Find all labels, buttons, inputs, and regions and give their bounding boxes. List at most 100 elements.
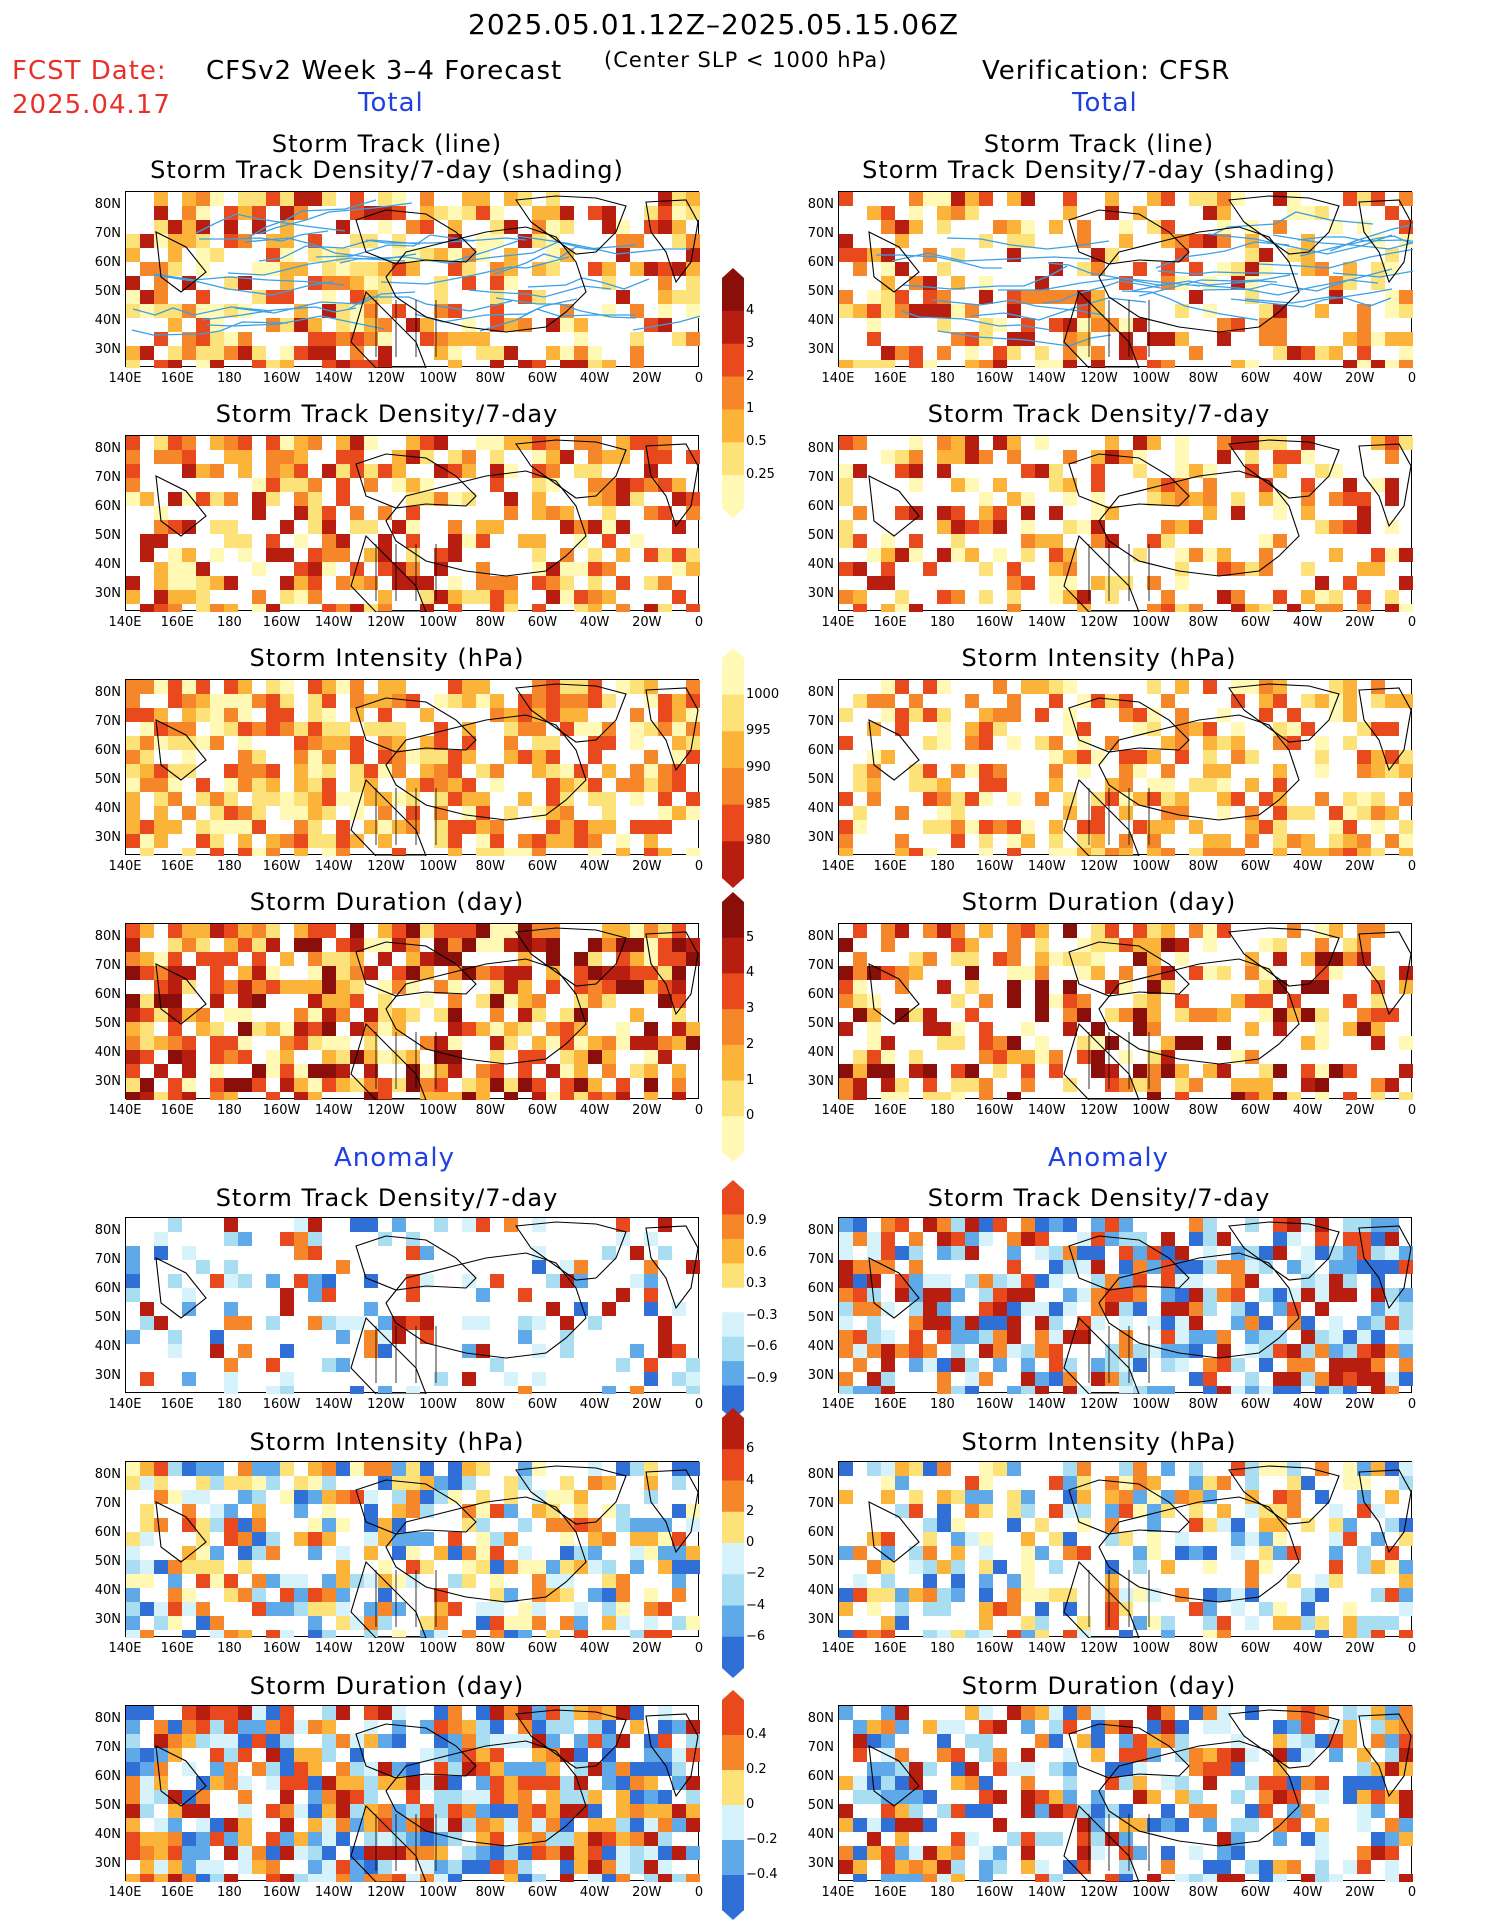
shading-cell <box>210 792 224 806</box>
shading-cell <box>154 1720 168 1734</box>
shading-cell <box>1021 1860 1035 1874</box>
shading-cell <box>378 562 392 576</box>
shading-cell <box>1203 778 1217 792</box>
shading-cell <box>1203 1630 1217 1638</box>
shading-cell <box>126 680 140 694</box>
storm-track-line <box>1244 296 1392 307</box>
shading-cell <box>392 694 406 708</box>
shading-cell <box>252 694 266 708</box>
shading-cell <box>196 1616 210 1630</box>
shading-cell <box>1077 1386 1091 1394</box>
shading-cell <box>560 1804 574 1818</box>
shading-cell <box>294 980 308 994</box>
lat-label: 70N <box>807 1252 834 1267</box>
shading-cell <box>504 708 518 722</box>
shading-cell <box>937 506 951 520</box>
shading-cell <box>1189 1762 1203 1776</box>
shading-cell <box>378 534 392 548</box>
shading-cell <box>266 1476 280 1490</box>
shading-cell <box>154 590 168 604</box>
shading-cell <box>672 1748 686 1762</box>
shading-cell <box>1399 1532 1413 1546</box>
shading-cell <box>658 1734 672 1748</box>
coastline <box>1098 958 1300 1065</box>
shading-cell <box>937 1316 951 1330</box>
shading-cell <box>965 1064 979 1078</box>
coastline <box>1063 778 1140 856</box>
shading-cell <box>294 736 308 750</box>
shading-cell <box>280 694 294 708</box>
shading-cell <box>392 576 406 590</box>
shading-cell <box>336 492 350 506</box>
shading-cell <box>1273 1504 1287 1518</box>
shading-cell <box>490 1588 504 1602</box>
shading-cell <box>672 1574 686 1588</box>
shading-cell <box>881 1546 895 1560</box>
lat-label: 50N <box>94 284 121 299</box>
shading-cell <box>1035 1602 1049 1616</box>
shading-cell <box>839 1218 853 1232</box>
shading-cell <box>434 1008 448 1022</box>
map-panel-r3-forecast <box>125 679 700 856</box>
coastline <box>1063 290 1140 368</box>
shading-cell <box>560 1476 574 1490</box>
shading-cell <box>448 994 462 1008</box>
shading-cell <box>839 1386 853 1394</box>
shading-cell <box>658 576 672 590</box>
shading-cell <box>1385 290 1399 304</box>
shading-cell <box>448 1008 462 1022</box>
shading-cell <box>238 764 252 778</box>
lon-label: 60W <box>527 1397 558 1412</box>
shading-cell <box>350 994 364 1008</box>
shading-cell <box>1147 1504 1161 1518</box>
shading-cell <box>1301 806 1315 820</box>
shading-cell <box>1385 1246 1399 1260</box>
shading-cell <box>406 1008 420 1022</box>
shading-cell <box>546 464 560 478</box>
shading-cell <box>252 994 266 1008</box>
shading-cell <box>895 1078 909 1092</box>
shading-cell <box>923 192 937 206</box>
shading-cell <box>140 1706 154 1720</box>
shading-cell <box>1007 694 1021 708</box>
shading-cell <box>546 792 560 806</box>
shading-cell <box>1147 980 1161 994</box>
shading-cell <box>867 1818 881 1832</box>
shading-cell <box>434 1602 448 1616</box>
lon-label: 20W <box>632 1103 662 1118</box>
shading-cell <box>364 1518 378 1532</box>
shading-cell <box>1063 562 1077 576</box>
shading-cell <box>1329 1316 1343 1330</box>
shading-cell <box>1343 1602 1357 1616</box>
shading-cell <box>588 450 602 464</box>
colorbar-segment <box>722 409 744 443</box>
shading-cell <box>504 436 518 450</box>
shading-cell <box>937 192 951 206</box>
shading-cell <box>378 506 392 520</box>
shading-cell <box>1329 966 1343 980</box>
shading-cell <box>322 750 336 764</box>
shading-cell <box>839 1630 853 1638</box>
shading-cell <box>532 534 546 548</box>
shading-cell <box>210 1050 224 1064</box>
shading-cell <box>937 1846 951 1860</box>
shading-cell <box>1175 1078 1189 1092</box>
shading-cell <box>1175 1734 1189 1748</box>
shading-cell <box>294 534 308 548</box>
lon-label: 160E <box>873 859 907 874</box>
shading-cell <box>1091 360 1105 368</box>
shading-cell <box>644 1372 658 1386</box>
shading-cell <box>322 708 336 722</box>
shading-cell <box>434 1372 448 1386</box>
storm-track-line <box>195 213 346 234</box>
shading-cell <box>392 792 406 806</box>
shading-cell <box>462 806 476 820</box>
map-panel-r5-verification <box>838 1217 1413 1394</box>
shading-cell <box>937 1092 951 1100</box>
shading-cell <box>979 1776 993 1790</box>
shading-cell <box>1273 736 1287 750</box>
shading-cell <box>224 952 238 966</box>
shading-cell <box>1287 1232 1301 1246</box>
shading-cell <box>532 1078 546 1092</box>
left-anomaly-label: Anomaly <box>334 1143 456 1173</box>
